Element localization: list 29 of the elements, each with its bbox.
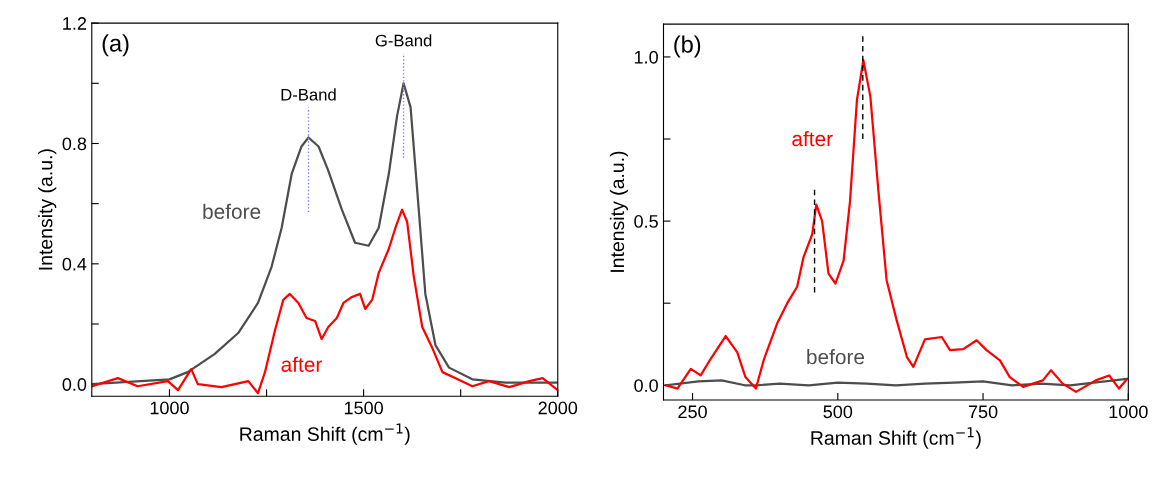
x-axis-title: Raman Shift (cm$^{−1}$) xyxy=(811,427,981,449)
x-tick-label: 2000 xyxy=(538,401,578,415)
y-axis-title: Intensity (a.u.) xyxy=(609,151,628,272)
ref-line-label: G-Band xyxy=(375,34,432,47)
y-tick-label: 0.8 xyxy=(62,137,87,151)
annotation: (a) xyxy=(102,34,129,57)
series-label: before xyxy=(203,203,261,219)
x-tick-label: 1000 xyxy=(1109,405,1148,419)
ref-line-label: D-Band xyxy=(281,88,336,101)
x-tick-label: 500 xyxy=(823,405,853,419)
y-tick-label: 1.2 xyxy=(63,17,87,30)
x-tick-label: 750 xyxy=(968,405,998,419)
y-axis-title: Intensity (a.u.) xyxy=(38,149,57,270)
line-series xyxy=(664,377,1129,387)
series-label: after xyxy=(792,130,833,147)
annotation: (b) xyxy=(674,35,701,58)
line-series xyxy=(91,82,558,386)
series-label: before xyxy=(807,348,865,365)
line-series xyxy=(664,59,1128,393)
x-axis-title: Raman Shift (cm$^{−1}$) xyxy=(240,423,410,445)
x-tick-label: 1000 xyxy=(150,401,189,415)
x-tick-label: 1500 xyxy=(344,401,383,415)
y-tick-label: 0.0 xyxy=(634,379,658,392)
y-tick-label: 0.0 xyxy=(62,378,87,391)
y-tick-label: 0.5 xyxy=(634,215,658,228)
y-tick-label: 0.4 xyxy=(62,257,87,271)
y-tick-label: 1.0 xyxy=(634,50,658,64)
x-tick-label: 250 xyxy=(678,405,707,419)
series-label: after xyxy=(281,356,322,372)
